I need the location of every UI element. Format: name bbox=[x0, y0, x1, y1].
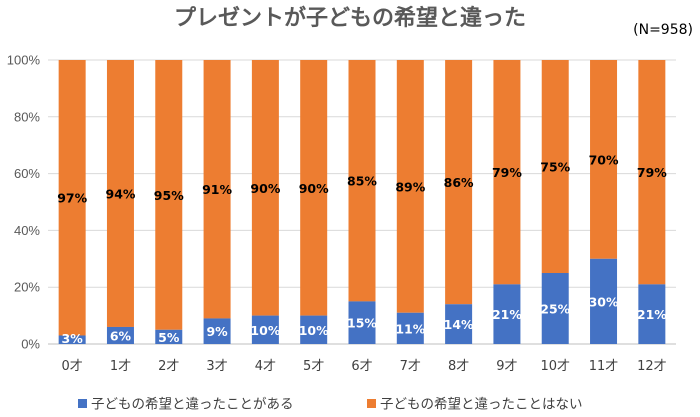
data-label-mismatch: 11% bbox=[395, 321, 425, 336]
y-tick-label: 0% bbox=[21, 337, 40, 352]
bar-segment-no-mismatch bbox=[251, 60, 279, 316]
bar-segment-no-mismatch bbox=[396, 60, 424, 313]
bar-segment-no-mismatch bbox=[106, 60, 134, 327]
legend: 子どもの希望と違ったことがある 子どもの希望と違ったことはない bbox=[78, 397, 583, 413]
x-tick-label: 6才 bbox=[351, 359, 372, 374]
bar-segment-mismatch bbox=[251, 315, 279, 344]
data-label-no-mismatch: 75% bbox=[540, 160, 570, 175]
data-label-no-mismatch: 79% bbox=[637, 165, 667, 180]
x-tick-label: 8才 bbox=[448, 359, 469, 374]
data-label-no-mismatch: 86% bbox=[444, 175, 474, 190]
data-label-no-mismatch: 97% bbox=[57, 191, 87, 206]
data-label-mismatch: 5% bbox=[158, 330, 180, 345]
y-tick-label: 20% bbox=[14, 280, 40, 295]
data-label-mismatch: 3% bbox=[62, 331, 84, 346]
y-tick-label: 100% bbox=[7, 53, 41, 68]
data-label-no-mismatch: 95% bbox=[154, 188, 184, 203]
bar-segment-no-mismatch bbox=[58, 60, 86, 336]
bars bbox=[58, 60, 666, 344]
data-label-no-mismatch: 91% bbox=[202, 182, 232, 197]
legend-label: 子どもの希望と違ったことがある bbox=[91, 397, 294, 413]
data-label-mismatch: 10% bbox=[299, 323, 329, 338]
chart-title: プレゼントが子どもの希望と違った bbox=[174, 5, 526, 31]
x-tick-label: 5才 bbox=[303, 359, 324, 374]
x-tick-label: 2才 bbox=[158, 359, 179, 374]
data-label-mismatch: 25% bbox=[540, 302, 570, 317]
bar-segment-mismatch bbox=[58, 335, 86, 344]
x-tick-label: 10才 bbox=[540, 359, 570, 374]
data-label-mismatch: 10% bbox=[250, 323, 280, 338]
bar-segment-mismatch bbox=[493, 284, 521, 344]
y-tick-label: 40% bbox=[14, 223, 40, 238]
bar-segment-no-mismatch bbox=[638, 60, 666, 285]
y-axis-ticks: 0% 20% 40% 60% 80% 100% bbox=[7, 53, 41, 352]
sample-size-note: (N=958) bbox=[633, 22, 693, 38]
bar-segment-no-mismatch bbox=[541, 60, 569, 273]
x-tick-label: 12才 bbox=[637, 359, 667, 374]
bar-segment-no-mismatch bbox=[300, 60, 328, 316]
data-label-mismatch: 6% bbox=[110, 328, 132, 343]
bar-segment-mismatch bbox=[590, 258, 618, 344]
bar-segment-mismatch bbox=[300, 315, 328, 344]
x-tick-label: 0才 bbox=[62, 359, 83, 374]
data-label-mismatch: 30% bbox=[589, 294, 619, 309]
data-label-no-mismatch: 89% bbox=[395, 179, 425, 194]
x-tick-label: 1才 bbox=[110, 359, 131, 374]
y-tick-label: 60% bbox=[14, 166, 40, 181]
bar-segment-mismatch bbox=[348, 301, 376, 344]
data-label-mismatch: 15% bbox=[347, 316, 377, 331]
bar-segment-mismatch bbox=[106, 326, 134, 344]
bar-segment-no-mismatch bbox=[590, 60, 618, 259]
data-labels: 97% 3% 94% 6% 95% 5% 91% 9% 90% 10% 90% 10% 85% 15% 89… bbox=[57, 152, 667, 346]
legend-swatch bbox=[367, 399, 376, 408]
data-label-no-mismatch: 90% bbox=[299, 181, 329, 196]
x-tick-label: 11才 bbox=[589, 359, 619, 374]
bar-segment-mismatch bbox=[638, 284, 666, 344]
bar-segment-no-mismatch bbox=[493, 60, 521, 285]
x-tick-label: 3才 bbox=[206, 359, 227, 374]
data-label-no-mismatch: 79% bbox=[492, 165, 522, 180]
bar-segment-mismatch bbox=[541, 273, 569, 344]
data-label-no-mismatch: 94% bbox=[106, 186, 136, 201]
bar-segment-no-mismatch bbox=[155, 60, 183, 330]
data-label-mismatch: 14% bbox=[444, 317, 474, 332]
data-label-no-mismatch: 70% bbox=[589, 152, 619, 167]
bar-segment-no-mismatch bbox=[348, 60, 376, 302]
bar-segment-mismatch bbox=[445, 304, 473, 344]
y-tick-label: 80% bbox=[14, 109, 40, 124]
data-label-mismatch: 21% bbox=[492, 307, 522, 322]
bar-segment-mismatch bbox=[203, 318, 231, 344]
data-label-no-mismatch: 90% bbox=[250, 181, 280, 196]
x-tick-label: 9才 bbox=[496, 359, 517, 374]
x-axis-ticks: 0才 1才 2才 3才 4才 5才 6才 7才 8才 9才 10才 11才 12才 bbox=[62, 359, 667, 374]
data-label-mismatch: 9% bbox=[206, 324, 228, 339]
bar-segment-no-mismatch bbox=[445, 60, 473, 305]
x-tick-label: 4才 bbox=[255, 359, 276, 374]
x-tick-label: 7才 bbox=[400, 359, 421, 374]
bar-segment-mismatch bbox=[155, 329, 183, 344]
legend-swatch bbox=[78, 399, 87, 408]
bar-segment-no-mismatch bbox=[203, 60, 231, 319]
data-label-no-mismatch: 85% bbox=[347, 174, 377, 189]
legend-label: 子どもの希望と違ったことはない bbox=[380, 397, 583, 413]
data-label-mismatch: 21% bbox=[637, 307, 667, 322]
bar-segment-mismatch bbox=[396, 312, 424, 344]
